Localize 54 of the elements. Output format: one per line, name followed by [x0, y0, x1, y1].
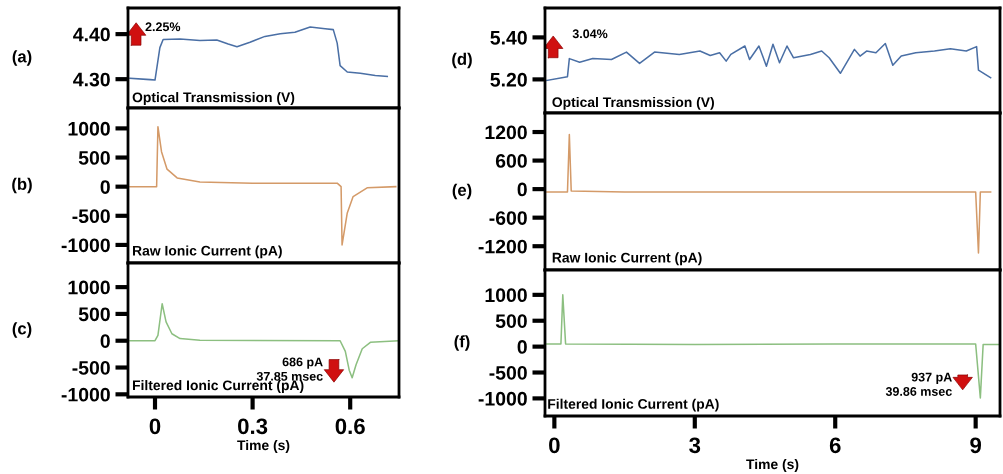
- y-axis-title: Raw Ionic Current (pA): [552, 252, 702, 266]
- y-tick-label: 5.20: [490, 72, 527, 87]
- x-tick-label: 3: [689, 437, 701, 454]
- x-tick-label: 0.6: [335, 418, 365, 435]
- y-axis-title: Filtered Ionic Current (pA): [548, 398, 719, 412]
- x-tick-label: 0.3: [238, 418, 268, 435]
- y-tick-label: -500: [72, 360, 110, 375]
- line-series: [129, 302, 399, 379]
- y-tick-label: 0: [100, 180, 110, 194]
- x-tick-label: 6: [829, 437, 841, 454]
- y-tick-label: -1000: [61, 238, 110, 253]
- text: (c): [12, 322, 32, 338]
- text: (e): [452, 183, 472, 200]
- y-axis-title: Optical Transmission (V): [552, 96, 714, 110]
- annotation: 3.04%: [572, 29, 608, 39]
- y-axis-title: Optical Transmission (V): [132, 92, 295, 105]
- x-tick-label: 0: [149, 418, 161, 435]
- y-tick-label: 1000: [485, 288, 527, 303]
- y-axis-title: Raw Ionic Current (pA): [132, 245, 282, 259]
- y-tick-label: 0: [517, 182, 527, 197]
- text: (f): [454, 335, 470, 351]
- annotation: 2.25%: [145, 22, 181, 32]
- x-tick-label: 9: [970, 437, 982, 454]
- y-tick-label: 500: [78, 307, 110, 322]
- line-series: [129, 125, 397, 246]
- x-tick-label: 0: [549, 437, 560, 454]
- annotation: 937 pA 39.86 msec: [885, 372, 952, 396]
- text: (b): [12, 177, 32, 194]
- y-tick-label: 1000: [68, 280, 110, 295]
- y-tick-label: 1200: [485, 125, 527, 140]
- y-tick-label: 5.40: [490, 30, 527, 45]
- y-tick-label: -600: [489, 211, 527, 225]
- line-series: [546, 42, 992, 82]
- y-tick-label: -500: [72, 209, 110, 224]
- line-series: [546, 294, 1000, 399]
- x-axis-title: Time (s): [746, 458, 799, 472]
- annotation: 686 pA 37.85 msec: [256, 357, 323, 381]
- text: (a): [12, 50, 32, 66]
- y-tick-label: 4.40: [73, 27, 110, 42]
- y-tick-label: 500: [495, 314, 527, 328]
- y-tick-label: -1000: [478, 391, 527, 406]
- line-series: [546, 133, 992, 254]
- y-tick-label: -500: [489, 365, 527, 380]
- y-tick-label: -1000: [61, 387, 110, 402]
- y-tick-label: 0: [100, 334, 110, 348]
- y-tick-label: 500: [78, 151, 110, 165]
- y-tick-label: 4.30: [73, 72, 110, 87]
- text: (d): [452, 52, 472, 69]
- x-axis-title: Time (s): [237, 439, 290, 453]
- y-tick-label: 0: [517, 340, 527, 354]
- y-tick-label: 1000: [68, 121, 110, 136]
- y-axis-title: Filtered Ionic Current (pA): [132, 380, 304, 393]
- y-tick-label: 600: [495, 154, 527, 168]
- y-tick-label: -1200: [478, 239, 527, 254]
